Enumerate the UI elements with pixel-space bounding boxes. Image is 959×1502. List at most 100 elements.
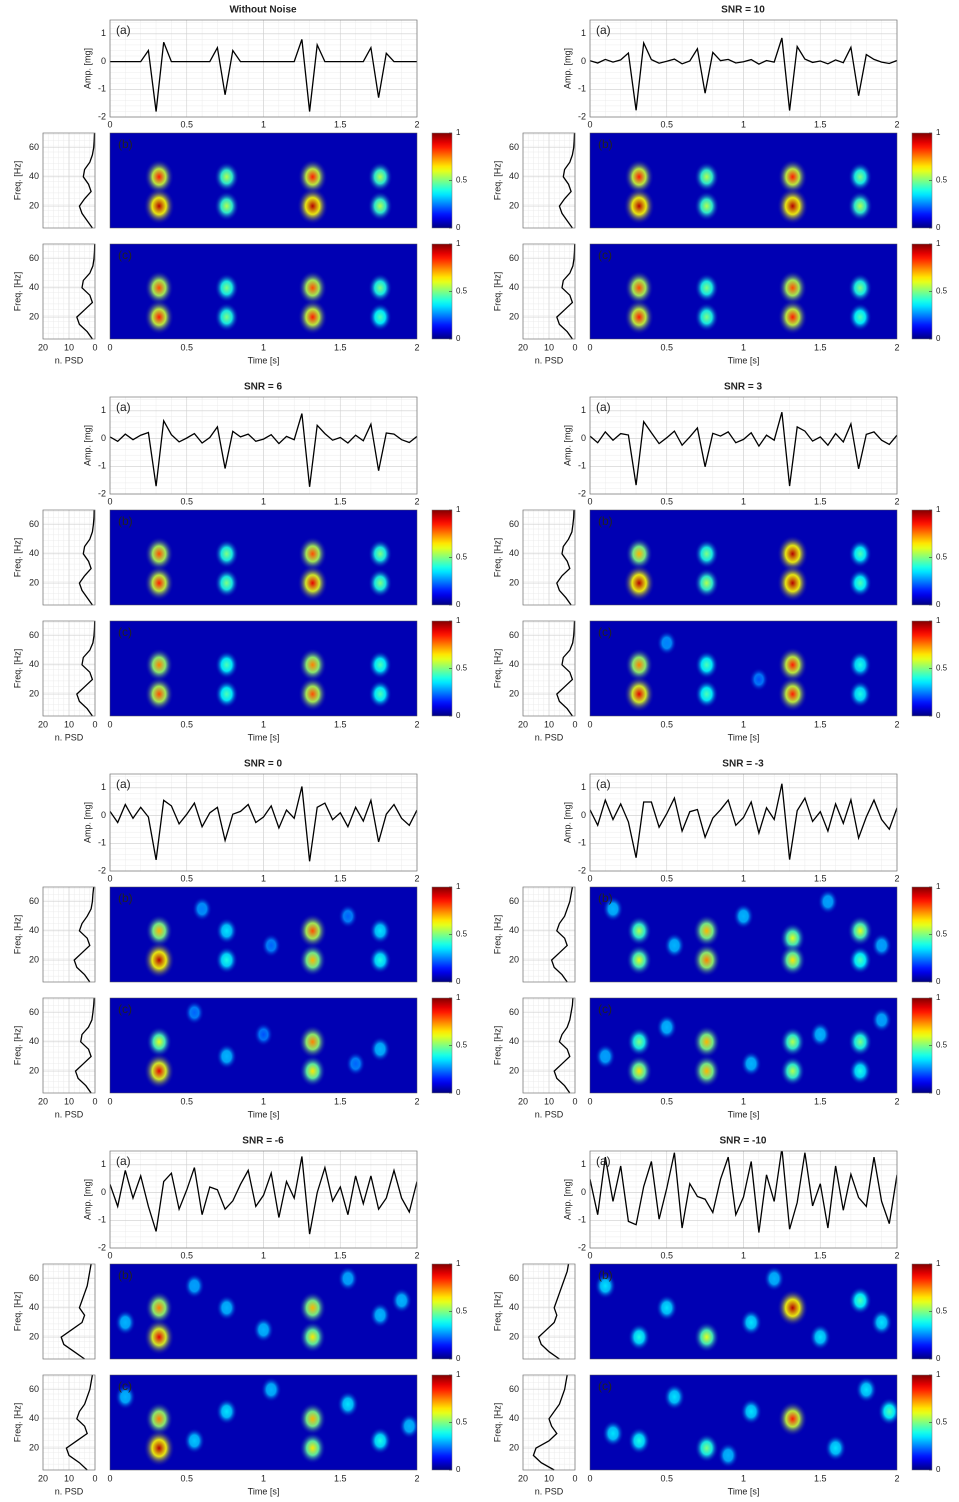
spectrogram-blob [740, 1309, 762, 1336]
colorbar-tick-label: 0 [456, 223, 461, 232]
plot-frame [522, 1263, 576, 1360]
spectrogram-blob [369, 1036, 391, 1062]
spectrogram-blob [749, 667, 769, 692]
x-tick-label: 2 [894, 719, 899, 729]
spectrogram-blob [623, 564, 655, 602]
x-tick-label: 0 [587, 719, 592, 729]
colorbar-tick-label: 0 [456, 1465, 461, 1474]
psd-tick-label: 20 [518, 342, 528, 352]
subplot-label: (b) [598, 891, 613, 905]
blobs [144, 536, 393, 602]
spectrogram-blob [777, 647, 808, 683]
blobs [143, 159, 393, 225]
plot-frame [522, 132, 576, 229]
spectrogram-blob [817, 889, 839, 915]
panel-title: SNR = 0 [244, 759, 283, 770]
x-tick-label: 0.5 [180, 719, 193, 729]
spectrogram-blob [847, 915, 873, 947]
x-tick-label: 0 [107, 1473, 112, 1483]
x-tick-label: 1.5 [814, 496, 827, 506]
y-tick-label: 1 [581, 782, 586, 792]
colorbar-tick-label: 1 [936, 505, 941, 514]
x-tick-label: 1.5 [814, 1250, 827, 1260]
plot-frame [109, 997, 418, 1094]
psd-curve [550, 886, 574, 983]
blobs [114, 1376, 417, 1467]
colorbar-tick-label: 0.5 [936, 930, 948, 939]
spectrogram-blob [299, 1321, 326, 1353]
y-axis-label: Freq. [Hz] [492, 1292, 502, 1332]
spectrogram-blob [215, 680, 239, 709]
subplot-label: (b) [598, 514, 613, 528]
x-tick-label: 1 [741, 1250, 746, 1260]
blobs [594, 1265, 893, 1353]
x-tick-label: 2 [414, 719, 419, 729]
plot-frame [42, 1263, 96, 1360]
spectrogram-blob [602, 896, 624, 922]
y-axis-label: Amp. [mg] [82, 1179, 92, 1220]
spectrogram-blob [780, 1026, 806, 1057]
spectrogram-blob [145, 914, 173, 948]
spectrogram-blob [777, 159, 808, 195]
subplot-label: (c) [598, 625, 612, 639]
spectrogram-blob [780, 1056, 806, 1087]
spectrogram-blob [184, 1273, 205, 1299]
y-tick-label: 40 [29, 1302, 39, 1312]
spectrogram-blob [848, 680, 872, 708]
plot-frame [522, 997, 576, 1094]
spectrogram-blob [368, 273, 393, 303]
x-tick-label: 0 [587, 873, 592, 883]
spectrogram-blob [145, 1402, 174, 1436]
spectrogram-blob [146, 1026, 172, 1058]
y-axis-label: Freq. [Hz] [12, 538, 22, 578]
psd-tick-label: 10 [544, 1096, 554, 1106]
panel-title: SNR = 10 [721, 5, 765, 16]
subplot-label: (b) [598, 137, 613, 151]
y-tick-label: 1 [581, 405, 586, 415]
psd-curve [558, 132, 576, 229]
x-tick-label: 0 [107, 1096, 112, 1106]
plot-frame [589, 1263, 898, 1360]
x-tick-label: 2 [894, 1250, 899, 1260]
spectrogram-blob [779, 944, 806, 976]
y-axis-label: Freq. [Hz] [12, 272, 22, 312]
psd-tick-label: 20 [38, 342, 48, 352]
x-tick-label: 0 [587, 1096, 592, 1106]
panel: SNR = 00 0.5 1 1.5 2-2-101 (a)Amp. [mg](b)204… [12, 759, 467, 1120]
y-tick-label: -1 [98, 461, 106, 471]
y-tick-label: 40 [509, 1302, 519, 1312]
colorbar-tick-label: 1 [936, 616, 941, 625]
y-tick-label: 20 [29, 1331, 39, 1341]
spectrogram-blob [299, 1432, 326, 1464]
spectrogram-blob [144, 565, 174, 601]
y-tick-label: 40 [509, 925, 519, 935]
spectrogram-blob [740, 1051, 762, 1077]
psd-tick-label: 10 [544, 1473, 554, 1483]
spectrogram-blob [143, 187, 175, 225]
x-axis-label: n. PSD [55, 1486, 84, 1496]
waveform [590, 1151, 897, 1233]
spectrogram-blob [214, 568, 239, 598]
colorbar-tick-label: 0 [936, 334, 941, 343]
psd-tick-label: 0 [92, 1473, 97, 1483]
x-tick-label: 1.5 [814, 873, 827, 883]
x-tick-label: 0.5 [180, 496, 193, 506]
subplot-label: (c) [118, 1002, 132, 1016]
x-axis-label: n. PSD [55, 1109, 84, 1119]
panel-title: SNR = 6 [244, 382, 283, 393]
psd-curve [65, 1374, 94, 1471]
colorbar-tick-label: 0.5 [456, 1307, 468, 1316]
plot-frame [42, 886, 96, 983]
spectrogram-blob [694, 539, 719, 569]
y-tick-label: 0 [101, 433, 106, 443]
spectrogram-blob [664, 932, 685, 959]
y-tick-label: 40 [509, 659, 519, 669]
spectrogram-blob [847, 191, 873, 222]
y-tick-label: 1 [101, 28, 106, 38]
x-axis-label: Time [s] [248, 355, 280, 365]
spectrogram-background [590, 1375, 897, 1470]
panel: SNR = 60 0.5 1 1.5 2-2-101 (a)Amp. [mg](b)204… [12, 382, 467, 743]
spectrogram-blob [777, 676, 808, 712]
spectrogram-blob [694, 273, 719, 303]
y-axis-label: Amp. [mg] [82, 48, 92, 89]
